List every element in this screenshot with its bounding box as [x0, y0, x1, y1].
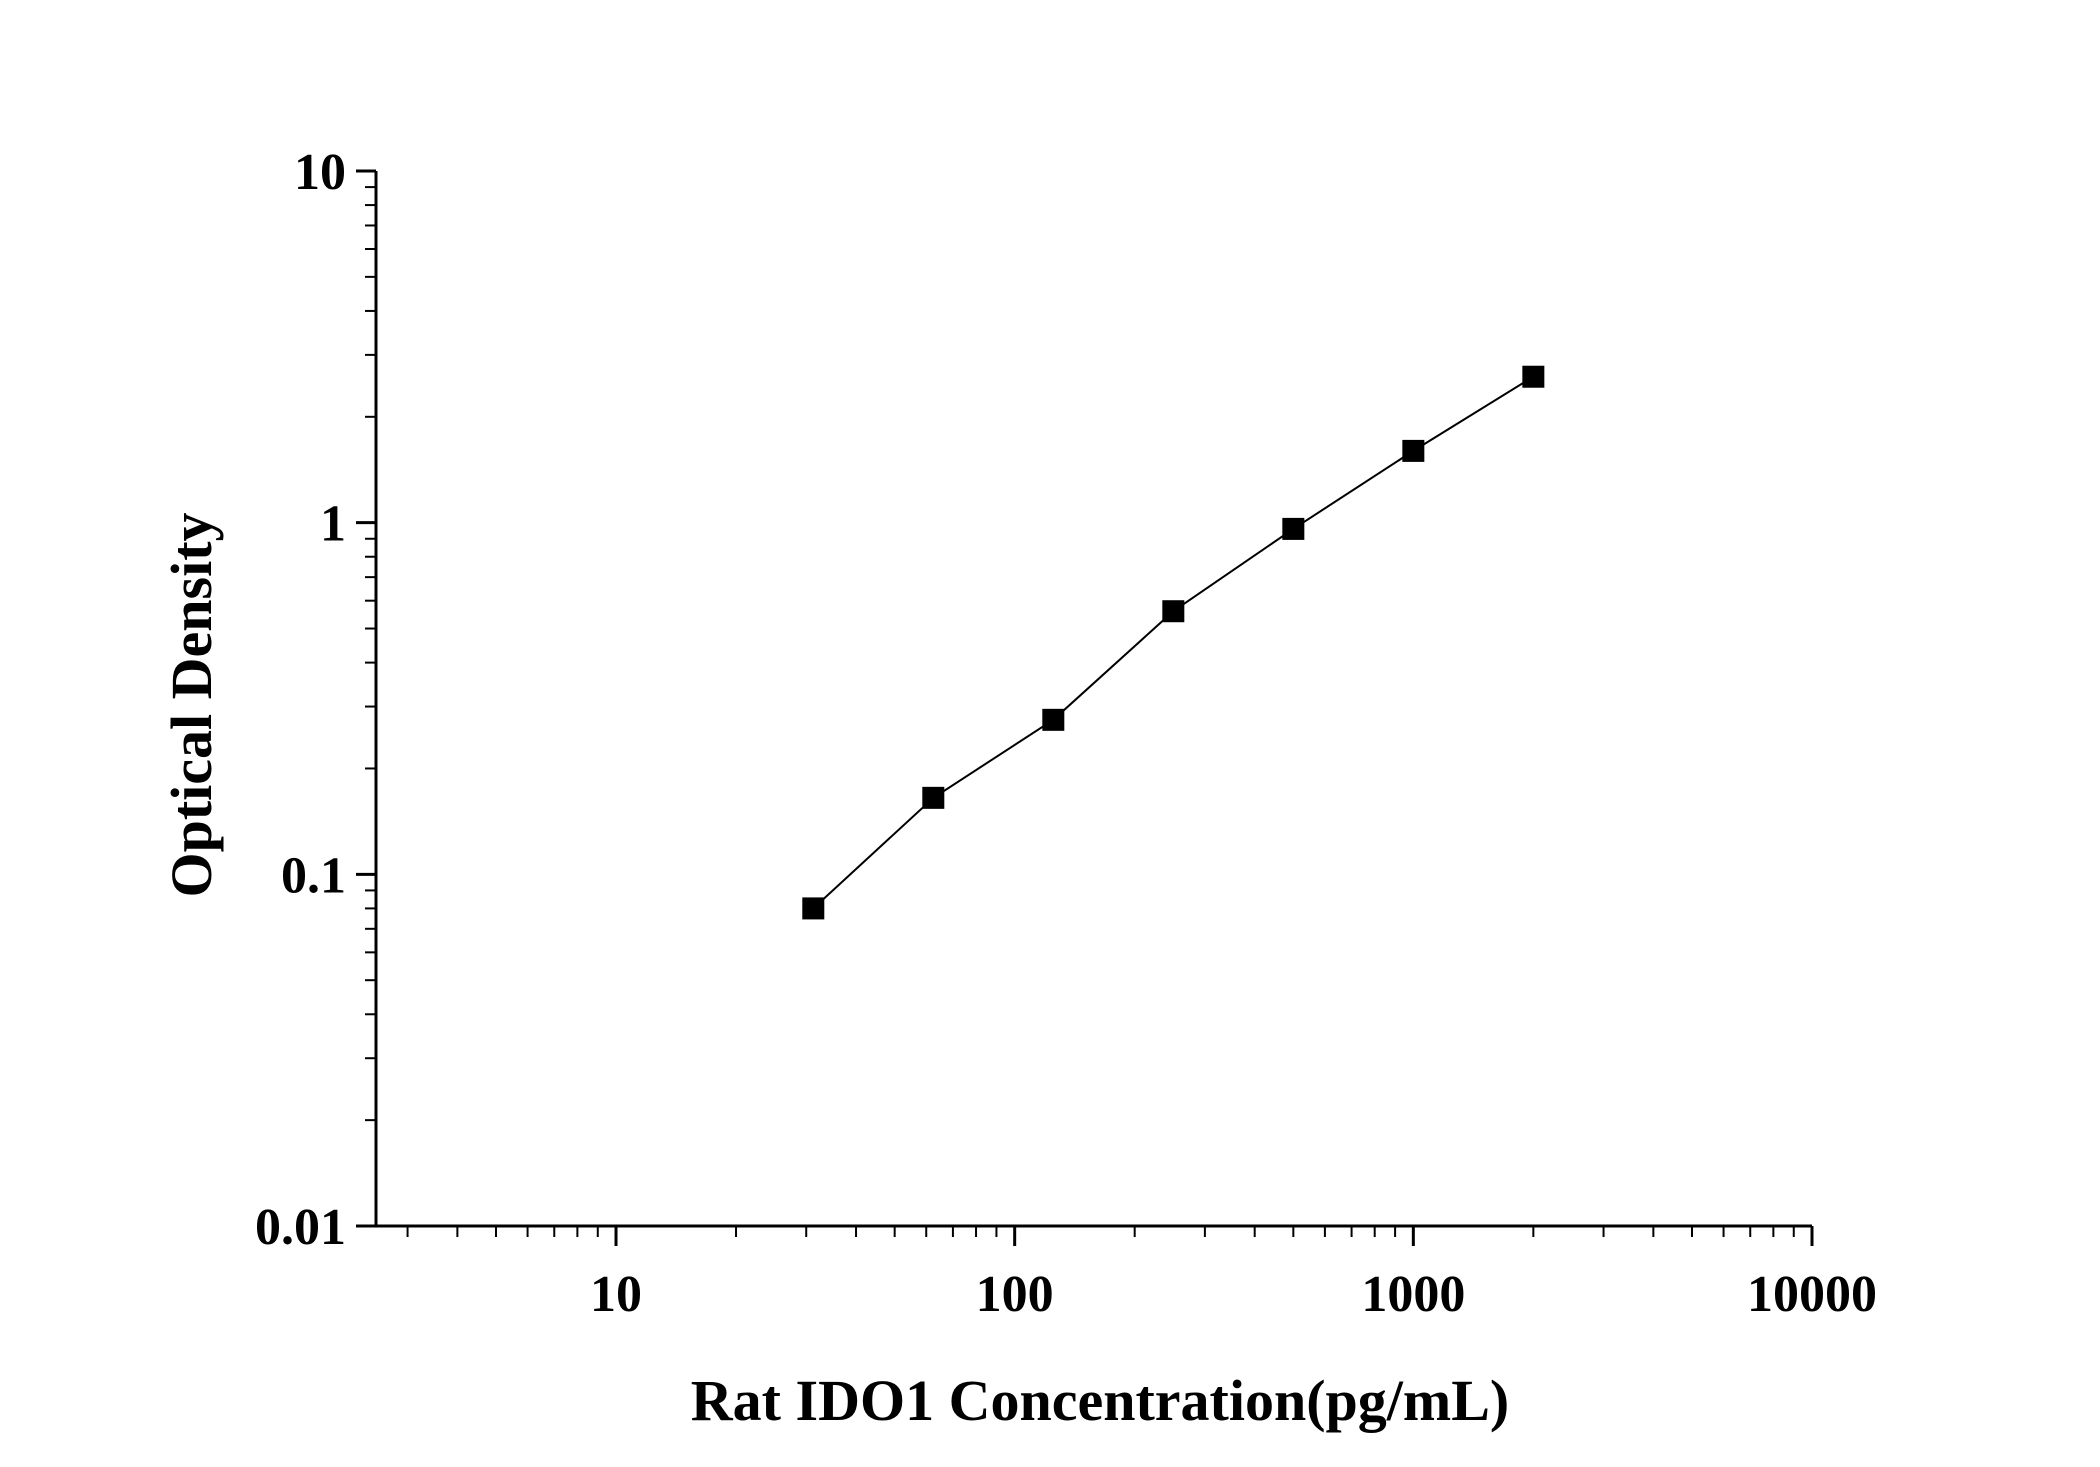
axes	[374, 171, 1812, 1228]
tick-marks	[356, 169, 1814, 1246]
y-axis-title: Optical Density	[159, 512, 224, 897]
data-point-square	[1402, 439, 1425, 462]
data-point-square	[1042, 708, 1065, 731]
y-tick-label: 0.01	[255, 1199, 346, 1256]
data-point-square	[1522, 365, 1545, 388]
fit-curve-line	[812, 375, 1534, 910]
data-point-square	[1282, 517, 1305, 540]
x-tick-label: 10	[590, 1266, 642, 1323]
data-points	[802, 365, 1545, 920]
y-tick-label: 0.1	[281, 847, 346, 904]
y-tick-label: 10	[294, 144, 346, 201]
data-point-square	[802, 897, 825, 920]
x-axis-title: Rat IDO1 Concentration(pg/mL)	[691, 1368, 1509, 1433]
tick-labels: 10 100 1000 10000 0.01 0.1 1 10	[255, 144, 1877, 1323]
data-point-square	[1162, 600, 1185, 623]
x-tick-label: 100	[976, 1266, 1054, 1323]
data-point-square	[922, 786, 945, 809]
y-tick-label: 1	[320, 496, 346, 553]
x-tick-label: 1000	[1361, 1266, 1465, 1323]
x-tick-label: 10000	[1747, 1266, 1877, 1323]
